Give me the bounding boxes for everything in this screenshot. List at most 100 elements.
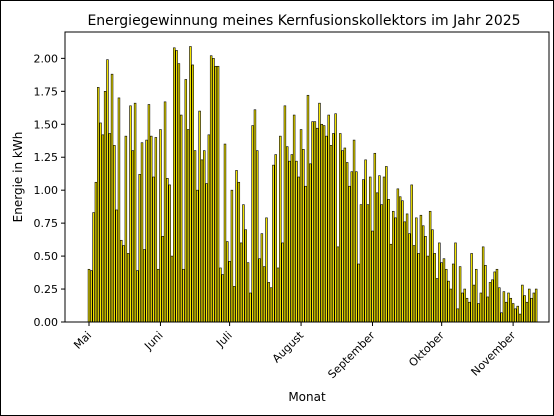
- bar: [302, 149, 305, 323]
- bar: [345, 162, 349, 323]
- x-tick-label: Mai: [71, 329, 94, 352]
- bar: [500, 312, 503, 323]
- bar: [106, 59, 109, 323]
- bar: [295, 160, 298, 323]
- bar: [477, 303, 480, 323]
- bar: [138, 174, 141, 323]
- bar: [297, 176, 300, 323]
- bar: [332, 133, 335, 323]
- bar: [168, 184, 171, 323]
- x-tick-label: Juli: [213, 329, 234, 350]
- bar: [276, 267, 280, 323]
- bar: [90, 270, 93, 323]
- bar: [523, 295, 526, 323]
- bar: [200, 159, 204, 323]
- bar: [237, 181, 241, 323]
- bar: [221, 274, 224, 323]
- x-tick-label: November: [469, 329, 519, 379]
- bar: [352, 139, 356, 323]
- bar: [398, 196, 402, 323]
- bar: [389, 243, 393, 323]
- bar: [465, 297, 469, 323]
- bar: [136, 270, 139, 323]
- bar: [355, 171, 358, 323]
- bar: [265, 217, 268, 323]
- bar: [373, 152, 377, 323]
- bar: [219, 267, 222, 323]
- bar: [175, 50, 178, 323]
- bar: [528, 288, 531, 323]
- bar: [97, 87, 100, 323]
- bar: [212, 58, 215, 323]
- y-tick-label: 0.25: [34, 283, 59, 296]
- bar: [472, 284, 476, 323]
- bar: [113, 145, 116, 323]
- y-tick-label: 1.25: [34, 151, 59, 164]
- bar: [364, 159, 367, 323]
- y-axis: 0.00 0.25 0.50 0.75 1.00 1.25 1.50 1.75 2.00: [34, 52, 65, 329]
- bar: [189, 46, 192, 323]
- x-tick-label: Juni: [141, 329, 165, 353]
- bar: [447, 280, 450, 323]
- bar: [486, 296, 489, 323]
- bar: [318, 102, 321, 323]
- bar: [509, 297, 513, 323]
- bar: [322, 125, 326, 323]
- bar: [438, 242, 441, 323]
- bar: [426, 255, 430, 323]
- bar: [484, 265, 487, 323]
- bar: [445, 268, 448, 323]
- bar: [440, 262, 443, 323]
- bar: [454, 242, 457, 323]
- bar: [179, 114, 183, 323]
- bar: [173, 47, 176, 323]
- bar: [451, 263, 455, 323]
- bar: [129, 105, 132, 323]
- bar: [186, 129, 190, 323]
- bar: [514, 308, 517, 323]
- bar: [461, 292, 464, 323]
- bar: [249, 292, 252, 323]
- axes-frame: [64, 31, 550, 323]
- x-tick-label: August: [270, 328, 307, 365]
- bar: [214, 65, 217, 323]
- bar: [378, 175, 381, 323]
- bar: [163, 101, 167, 323]
- bar: [156, 268, 160, 323]
- bar: [306, 94, 310, 323]
- bar: [242, 204, 245, 323]
- bar: [274, 154, 277, 323]
- bar: [143, 249, 146, 323]
- y-tick-label: 2.00: [34, 52, 59, 65]
- bar: [415, 217, 418, 323]
- bar: [239, 242, 243, 323]
- bar: [145, 139, 148, 323]
- bar: [493, 271, 496, 323]
- y-tick-label: 1.00: [34, 184, 59, 197]
- bar: [405, 213, 409, 323]
- bar: [256, 150, 259, 323]
- bar: [435, 278, 439, 323]
- bar: [534, 288, 538, 323]
- bar: [267, 282, 271, 323]
- bar: [161, 236, 164, 323]
- bar: [382, 176, 386, 323]
- bar: [421, 225, 425, 323]
- plot-area: [87, 46, 538, 323]
- bar: [110, 73, 114, 323]
- bar: [341, 150, 344, 323]
- bar: [131, 150, 135, 323]
- bar: [286, 146, 289, 323]
- bar: [126, 253, 130, 323]
- y-tick-label: 1.75: [34, 85, 59, 98]
- bar: [371, 230, 374, 323]
- bar: [258, 258, 261, 323]
- bar: [159, 129, 162, 323]
- bar: [327, 114, 330, 323]
- x-tick-label: Oktober: [406, 329, 447, 370]
- bar: [488, 282, 492, 323]
- bar: [120, 239, 123, 323]
- bar: [140, 142, 144, 323]
- bar: [470, 253, 473, 323]
- bar: [115, 209, 118, 323]
